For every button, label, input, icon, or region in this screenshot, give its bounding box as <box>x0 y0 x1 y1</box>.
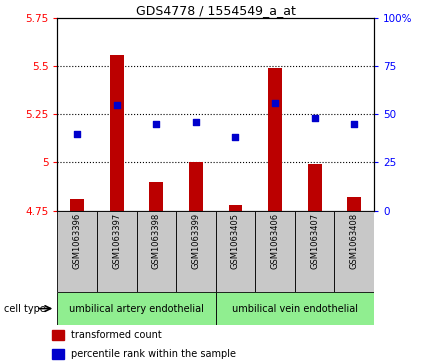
Text: percentile rank within the sample: percentile rank within the sample <box>71 349 236 359</box>
Bar <box>215 292 374 325</box>
Bar <box>255 211 295 292</box>
Text: GSM1063398: GSM1063398 <box>152 213 161 269</box>
Text: GSM1063408: GSM1063408 <box>350 213 359 269</box>
Bar <box>215 211 255 292</box>
Bar <box>268 68 282 211</box>
Text: umbilical vein endothelial: umbilical vein endothelial <box>232 303 358 314</box>
Bar <box>176 211 215 292</box>
Bar <box>229 205 242 211</box>
Point <box>351 121 357 127</box>
Bar <box>97 211 136 292</box>
Text: GSM1063396: GSM1063396 <box>73 213 82 269</box>
Bar <box>110 55 124 211</box>
Bar <box>334 211 374 292</box>
Text: GSM1063399: GSM1063399 <box>191 213 201 269</box>
Text: cell type: cell type <box>4 303 46 314</box>
Point <box>272 100 278 106</box>
Bar <box>295 211 334 292</box>
Point <box>153 121 160 127</box>
Title: GDS4778 / 1554549_a_at: GDS4778 / 1554549_a_at <box>136 4 296 17</box>
Bar <box>136 211 176 292</box>
Text: GSM1063407: GSM1063407 <box>310 213 319 269</box>
Text: GSM1063405: GSM1063405 <box>231 213 240 269</box>
Point <box>74 131 81 136</box>
Bar <box>189 162 203 211</box>
Bar <box>70 199 84 211</box>
Bar <box>57 292 215 325</box>
Bar <box>57 211 97 292</box>
Text: umbilical artery endothelial: umbilical artery endothelial <box>69 303 204 314</box>
Bar <box>52 330 64 340</box>
Text: GSM1063397: GSM1063397 <box>112 213 121 269</box>
Point <box>232 135 239 140</box>
Bar <box>347 197 361 211</box>
Point <box>193 119 199 125</box>
Text: GSM1063406: GSM1063406 <box>271 213 280 269</box>
Point <box>311 115 318 121</box>
Bar <box>150 182 163 211</box>
Bar <box>52 349 64 359</box>
Bar <box>308 164 322 211</box>
Point <box>113 102 120 107</box>
Text: transformed count: transformed count <box>71 330 162 340</box>
